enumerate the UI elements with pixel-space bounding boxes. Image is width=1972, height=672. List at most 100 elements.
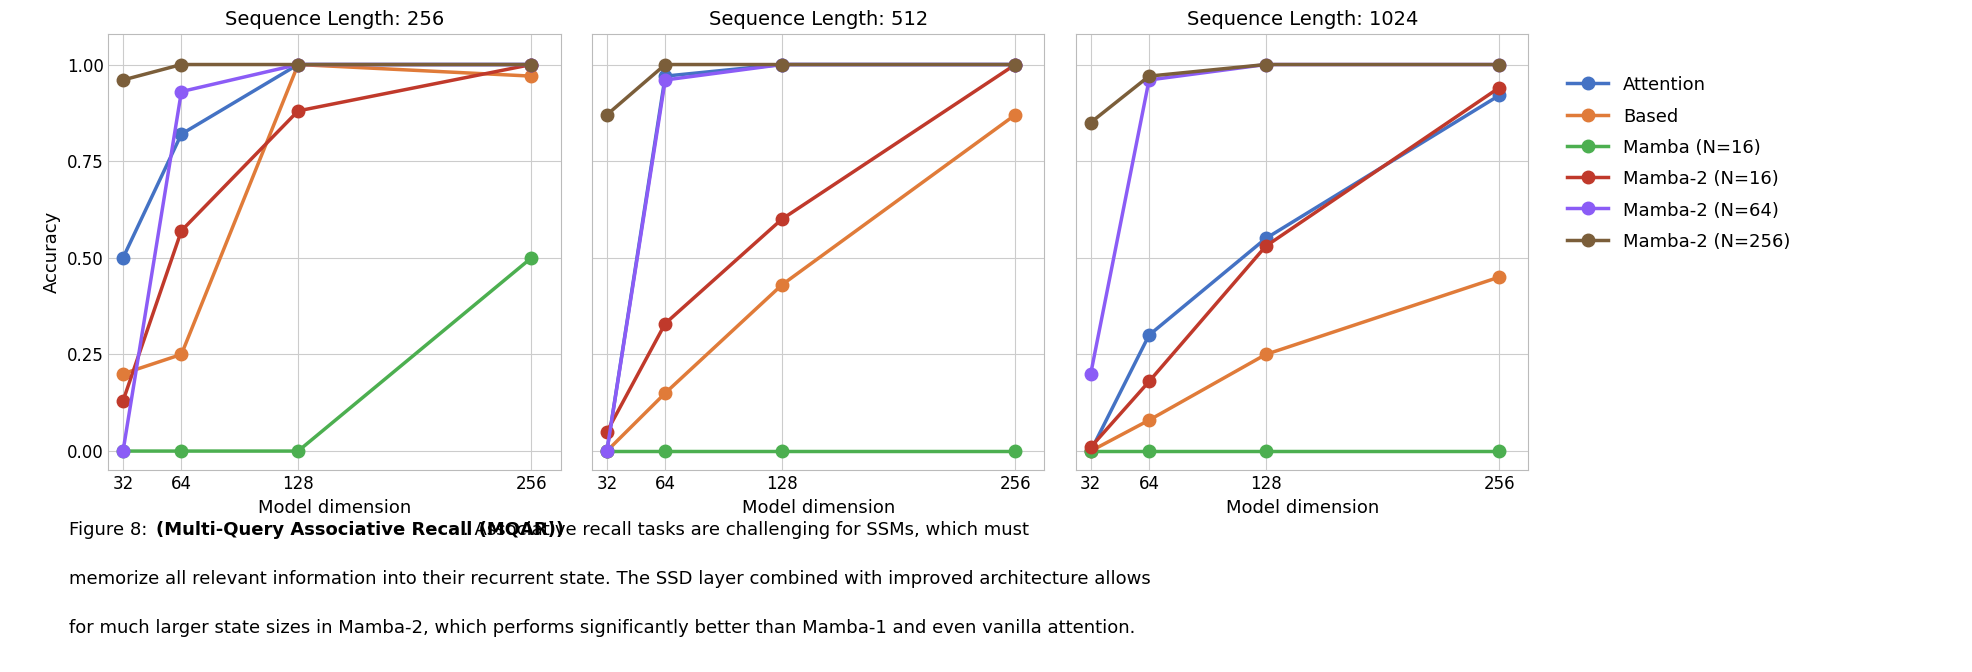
Legend: Attention, Based, Mamba (N=16), Mamba-2 (N=16), Mamba-2 (N=64), Mamba-2 (N=256): Attention, Based, Mamba (N=16), Mamba-2 … [1568,76,1791,251]
Text: Figure 8:: Figure 8: [69,521,160,539]
X-axis label: Model dimension: Model dimension [1225,499,1378,517]
Based [596,447,619,455]
Mamba-2 (N=64) [521,60,544,69]
Line: Mamba-2 (N=64): Mamba-2 (N=64) [1085,58,1505,380]
Attention [521,60,544,69]
Mamba-2 (N=64) [1487,60,1511,69]
Mamba-2 (N=64) [596,447,619,455]
Based [521,72,544,80]
Based [1254,350,1278,358]
Y-axis label: Accuracy: Accuracy [43,211,61,293]
Mamba-2 (N=16) [110,396,134,405]
Attention [1004,60,1027,69]
Mamba (N=16) [1254,447,1278,455]
Mamba-2 (N=64) [110,447,134,455]
Title: Sequence Length: 1024: Sequence Length: 1024 [1187,10,1418,30]
Mamba-2 (N=16) [653,319,676,327]
Attention [1487,91,1511,99]
Line: Mamba-2 (N=16): Mamba-2 (N=16) [601,58,1021,438]
Title: Sequence Length: 512: Sequence Length: 512 [708,10,929,30]
Based [110,370,134,378]
Mamba-2 (N=16) [771,215,795,223]
Mamba-2 (N=64) [771,60,795,69]
Mamba-2 (N=256) [1138,72,1162,80]
Mamba (N=16) [1487,447,1511,455]
Mamba-2 (N=256) [521,60,544,69]
Mamba-2 (N=256) [1079,118,1102,126]
Mamba-2 (N=256) [771,60,795,69]
Line: Based: Based [1085,271,1505,458]
Mamba-2 (N=64) [286,60,310,69]
Mamba-2 (N=16) [1079,443,1102,451]
Attention [170,130,193,138]
Mamba-2 (N=64) [1254,60,1278,69]
Mamba (N=16) [1079,447,1102,455]
Line: Based: Based [116,58,538,380]
Mamba-2 (N=16) [170,226,193,235]
Mamba (N=16) [596,447,619,455]
Based [1138,416,1162,424]
Mamba-2 (N=64) [1079,370,1102,378]
Line: Based: Based [601,108,1021,458]
Mamba (N=16) [653,447,676,455]
Mamba (N=16) [771,447,795,455]
Mamba-2 (N=256) [1254,60,1278,69]
Based [1079,447,1102,455]
Attention [653,72,676,80]
Text: (Multi-Query Associative Recall (MQAR)): (Multi-Query Associative Recall (MQAR)) [156,521,564,539]
Mamba (N=16) [286,447,310,455]
Line: Mamba-2 (N=256): Mamba-2 (N=256) [116,58,538,86]
Line: Attention: Attention [1085,89,1505,458]
Based [1004,111,1027,119]
Line: Mamba-2 (N=64): Mamba-2 (N=64) [116,58,538,458]
Mamba-2 (N=16) [1487,84,1511,92]
Based [286,60,310,69]
Mamba-2 (N=64) [653,76,676,84]
Mamba-2 (N=256) [170,60,193,69]
Line: Attention: Attention [601,58,1021,458]
Mamba-2 (N=256) [110,76,134,84]
Based [170,350,193,358]
Mamba-2 (N=16) [1138,378,1162,386]
Line: Mamba (N=16): Mamba (N=16) [1085,445,1505,458]
Line: Mamba (N=16): Mamba (N=16) [116,251,538,458]
Based [1487,273,1511,281]
Based [771,281,795,289]
Mamba (N=16) [1004,447,1027,455]
Title: Sequence Length: 256: Sequence Length: 256 [225,10,444,30]
X-axis label: Model dimension: Model dimension [258,499,412,517]
Attention [286,60,310,69]
Attention [1138,331,1162,339]
Line: Mamba (N=16): Mamba (N=16) [601,445,1021,458]
Mamba-2 (N=256) [1004,60,1027,69]
Line: Mamba-2 (N=16): Mamba-2 (N=16) [116,58,538,407]
Mamba-2 (N=64) [170,87,193,95]
Mamba (N=16) [521,254,544,262]
Attention [596,447,619,455]
Mamba-2 (N=16) [1254,242,1278,250]
Attention [1254,235,1278,243]
Mamba-2 (N=16) [521,60,544,69]
Mamba (N=16) [170,447,193,455]
Mamba-2 (N=64) [1138,76,1162,84]
Mamba-2 (N=16) [1004,60,1027,69]
Line: Mamba-2 (N=16): Mamba-2 (N=16) [1085,81,1505,454]
Mamba-2 (N=256) [596,111,619,119]
Mamba-2 (N=16) [286,107,310,115]
Text: memorize all relevant information into their recurrent state. The SSD layer comb: memorize all relevant information into t… [69,570,1152,588]
Mamba (N=16) [110,447,134,455]
Line: Mamba-2 (N=64): Mamba-2 (N=64) [601,58,1021,458]
Mamba-2 (N=256) [1487,60,1511,69]
Attention [1079,447,1102,455]
Text: . Associative recall tasks are challenging for SSMs, which must: . Associative recall tasks are challengi… [463,521,1029,539]
X-axis label: Model dimension: Model dimension [741,499,895,517]
Mamba-2 (N=256) [653,60,676,69]
Mamba-2 (N=16) [596,427,619,435]
Based [653,389,676,397]
Line: Attention: Attention [116,58,538,264]
Mamba-2 (N=64) [1004,60,1027,69]
Attention [771,60,795,69]
Attention [110,254,134,262]
Text: for much larger state sizes in Mamba-2, which performs significantly better than: for much larger state sizes in Mamba-2, … [69,619,1136,637]
Mamba-2 (N=256) [286,60,310,69]
